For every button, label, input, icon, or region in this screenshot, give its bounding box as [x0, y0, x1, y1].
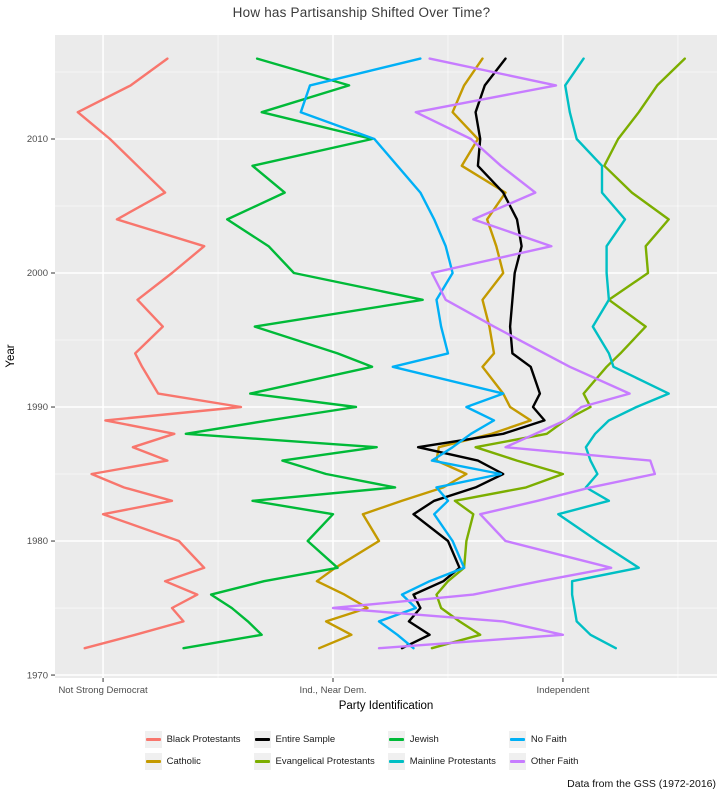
- legend-key-swatch: [253, 753, 271, 770]
- legend-key-line: [145, 760, 161, 763]
- legend-item-mainline-protestants: Mainline Protestants: [387, 753, 496, 770]
- legend-column: Jewish Mainline Protestants: [387, 731, 496, 770]
- panel-background: [55, 35, 717, 678]
- y-tick-label: 2000: [27, 268, 48, 279]
- line-mainline-protestants: [557, 57, 670, 650]
- y-tick-label: 1980: [27, 536, 48, 547]
- legend-label: Evangelical Protestants: [275, 756, 375, 767]
- legend-item-jewish: Jewish: [387, 731, 496, 748]
- legend-item-other-faith: Other Faith: [508, 753, 579, 770]
- legend-label: Catholic: [166, 756, 201, 767]
- legend-key-swatch: [387, 731, 405, 748]
- legend-key-swatch: [144, 731, 162, 748]
- legend-key-line: [509, 738, 525, 741]
- line-other-faith: [331, 57, 657, 650]
- x-axis-title: Party Identification: [339, 700, 434, 712]
- legend-key-line: [388, 738, 404, 741]
- line-jewish: [182, 57, 424, 650]
- series-lines: [76, 57, 686, 650]
- legend-key-line: [254, 738, 270, 741]
- legend-item-evangelical-protestants: Evangelical Protestants: [253, 753, 375, 770]
- line-catholic: [315, 57, 532, 650]
- legend-key-line: [145, 738, 161, 741]
- y-tick-label: 1990: [27, 402, 48, 413]
- legend-item-catholic: Catholic: [144, 753, 241, 770]
- y-tick-label: 1970: [27, 670, 48, 681]
- legend-key-swatch: [387, 753, 405, 770]
- line-black-protestants: [76, 57, 243, 650]
- axis-tick-labels: Not Strong Democrat Ind., Near Dem. Indepe…: [27, 134, 590, 696]
- plot-panel: [55, 35, 717, 678]
- x-tick-label: Ind., Near Dem.: [299, 685, 366, 696]
- y-axis-title: Year: [5, 344, 17, 367]
- gridlines-major: [55, 35, 717, 678]
- chart-title: How has Partisanship Shifted Over Time?: [232, 5, 491, 20]
- legend-label: Black Protestants: [166, 734, 241, 745]
- line-no-faith: [299, 57, 505, 650]
- legend-column: No Faith Other Faith: [508, 731, 579, 770]
- x-tick-label: Not Strong Democrat: [58, 685, 148, 696]
- legend-label: Other Faith: [530, 756, 579, 767]
- legend-key-line: [509, 760, 525, 763]
- legend-item-black-protestants: Black Protestants: [144, 731, 241, 748]
- legend-label: No Faith: [530, 734, 567, 745]
- source-caption: Data from the GSS (1972-2016): [567, 778, 716, 790]
- chart-canvas: Not Strong Democrat Ind., Near Dem. Indepe…: [5, 35, 717, 712]
- legend-label: Mainline Protestants: [409, 756, 496, 767]
- legend-key-swatch: [144, 753, 162, 770]
- gridlines-minor: [55, 35, 717, 678]
- x-tick-label: Independent: [537, 685, 590, 696]
- legend-key-swatch: [508, 731, 526, 748]
- axis-ticks: [51, 138, 564, 682]
- legend-label: Jewish: [409, 734, 439, 745]
- legend-column: Entire Sample Evangelical Protestants: [253, 731, 375, 770]
- legend-key-line: [254, 760, 270, 763]
- legend-column: Black Protestants Catholic: [144, 731, 241, 770]
- legend-item-no-faith: No Faith: [508, 731, 579, 748]
- line-entire-sample: [400, 57, 546, 650]
- legend-key-line: [388, 760, 404, 763]
- legend: Black Protestants Catholic Entire Sample Ev…: [0, 731, 723, 770]
- legend-item-entire-sample: Entire Sample: [253, 731, 375, 748]
- legend-key-swatch: [508, 753, 526, 770]
- legend-key-swatch: [253, 731, 271, 748]
- y-tick-label: 2010: [27, 134, 48, 145]
- legend-label: Entire Sample: [275, 734, 336, 745]
